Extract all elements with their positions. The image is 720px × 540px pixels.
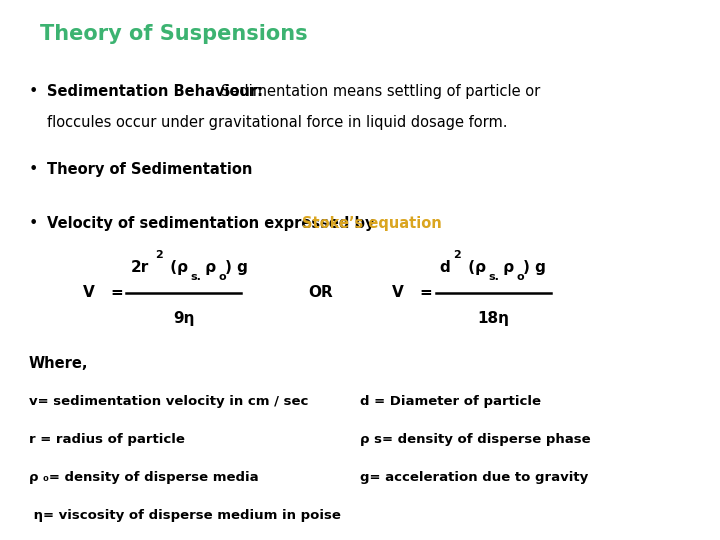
Text: (ρ: (ρ [165,260,188,275]
Text: OR: OR [308,285,333,300]
Text: 18η: 18η [477,311,509,326]
Text: Sedimentation means settling of particle or: Sedimentation means settling of particle… [221,84,540,99]
Text: Where,: Where, [29,356,89,372]
Text: Velocity of sedimentation expressed by: Velocity of sedimentation expressed by [47,216,379,231]
Text: Theory of Suspensions: Theory of Suspensions [40,24,307,44]
Text: ρ: ρ [200,260,216,275]
Text: 2r: 2r [131,260,149,275]
Text: =: = [110,285,123,300]
Text: floccules occur under gravitational force in liquid dosage form.: floccules occur under gravitational forc… [47,115,508,130]
Text: Stoke’s equation: Stoke’s equation [302,216,442,231]
Text: 9η: 9η [173,311,194,326]
Text: Sedimentation Behaviour:: Sedimentation Behaviour: [47,84,263,99]
Text: η= viscosity of disperse medium in poise: η= viscosity of disperse medium in poise [29,509,341,522]
Text: =: = [420,285,433,300]
Text: s.: s. [488,272,499,282]
Text: d = Diameter of particle: d = Diameter of particle [360,395,541,408]
Text: V: V [83,285,94,300]
Text: o: o [218,272,226,282]
Text: s.: s. [190,272,201,282]
Text: ρ ₀= density of disperse media: ρ ₀= density of disperse media [29,471,258,484]
Text: 2: 2 [454,251,462,260]
Text: ρ: ρ [498,260,514,275]
Text: •: • [29,162,38,177]
Text: Theory of Sedimentation: Theory of Sedimentation [47,162,252,177]
Text: v= sedimentation velocity in cm / sec: v= sedimentation velocity in cm / sec [29,395,308,408]
Text: •: • [29,216,38,231]
Text: (ρ: (ρ [463,260,486,275]
Text: r = radius of particle: r = radius of particle [29,433,184,446]
Text: d: d [439,260,450,275]
Text: g= acceleration due to gravity: g= acceleration due to gravity [360,471,588,484]
Text: V: V [392,285,404,300]
Text: ρ s= density of disperse phase: ρ s= density of disperse phase [360,433,590,446]
Text: 2: 2 [156,251,163,260]
Text: ) g: ) g [523,260,546,275]
Text: o: o [516,272,524,282]
Text: ) g: ) g [225,260,248,275]
Text: •: • [29,84,38,99]
